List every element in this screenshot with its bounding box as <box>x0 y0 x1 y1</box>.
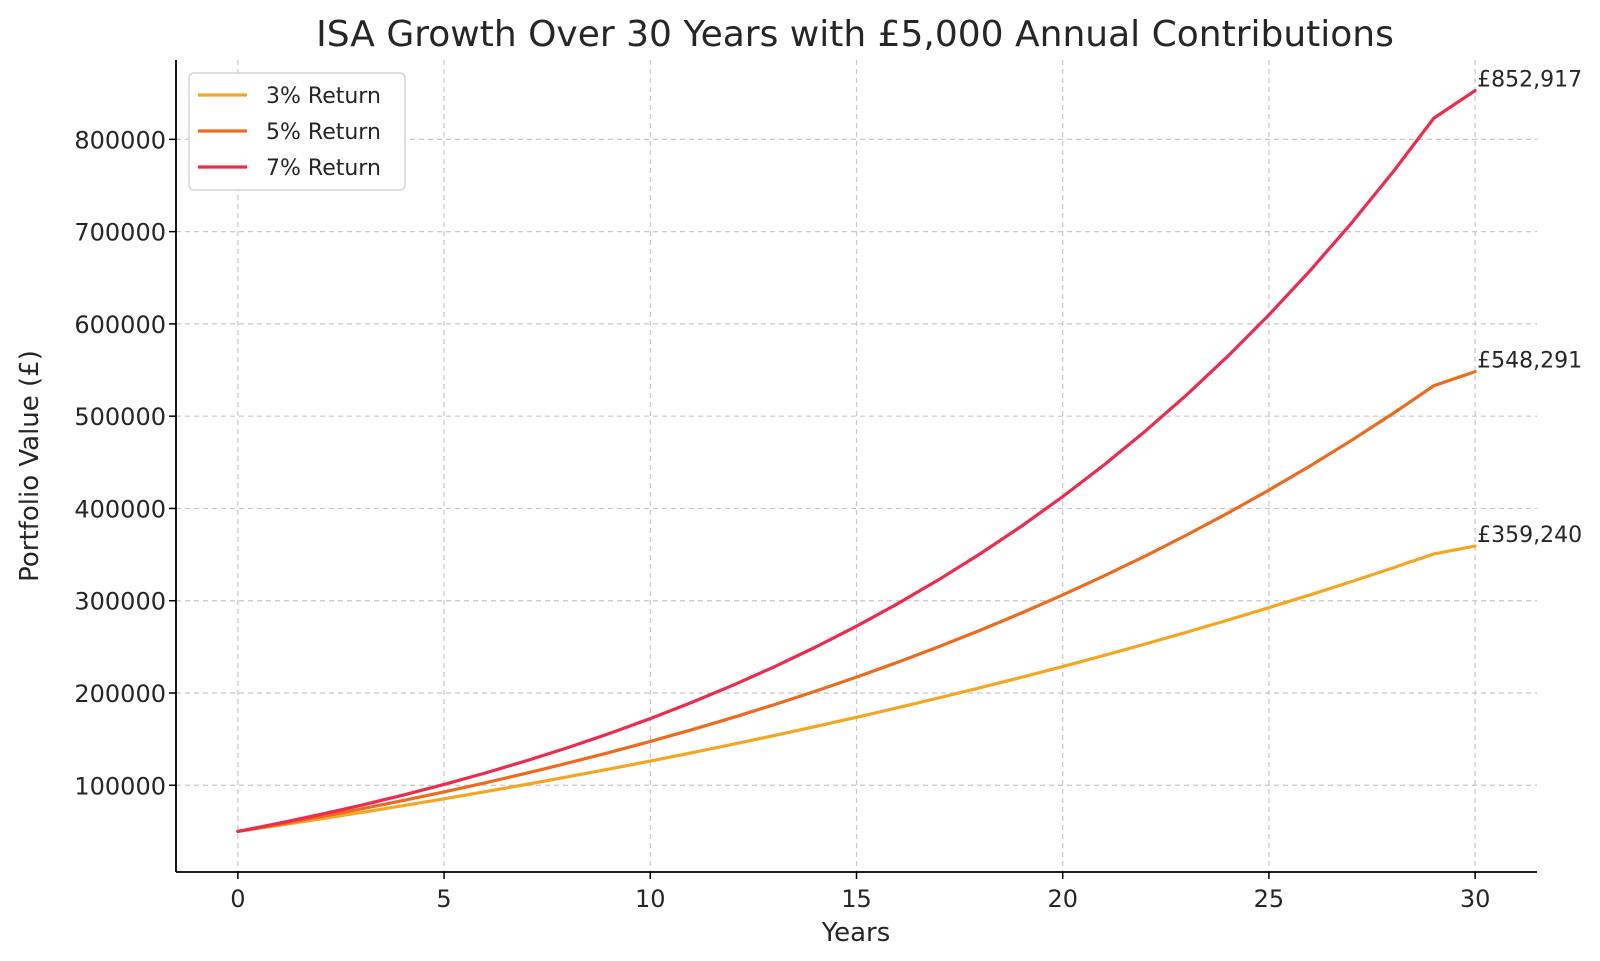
series-line-1 <box>236 544 1477 834</box>
end-value-label-1: £852,917 <box>1477 68 1582 93</box>
series-lines <box>236 88 1477 834</box>
series-line-2 <box>236 370 1477 834</box>
x-tick-label: 20 <box>1047 885 1078 913</box>
legend-label-2: 5% Return <box>266 120 381 145</box>
end-value-label-2: £548,291 <box>1477 349 1582 374</box>
y-tick-label: 100000 <box>74 772 166 800</box>
legend-box <box>188 72 406 191</box>
y-tick-label: 300000 <box>74 588 166 616</box>
x-tick-label: 10 <box>635 885 666 913</box>
legend-label-1: 3% Return <box>266 84 381 109</box>
y-tick-label: 800000 <box>74 126 166 154</box>
y-tick-label: 400000 <box>74 495 166 523</box>
series-line-3 <box>236 88 1477 834</box>
end-value-labels: £852,917 £548,291 £359,240 <box>1477 68 1582 549</box>
y-tick-label: 600000 <box>74 311 166 339</box>
y-tick-label: 200000 <box>74 680 166 708</box>
x-tick-label: 25 <box>1254 885 1285 913</box>
x-tick-label: 0 <box>230 885 245 913</box>
x-tick-label: 5 <box>436 885 451 913</box>
x-tick-label: 15 <box>841 885 872 913</box>
y-tick-label: 700000 <box>74 219 166 247</box>
y-tick-label: 500000 <box>74 403 166 431</box>
y-axis-label: Portfolio Value (£) <box>15 350 45 582</box>
x-tick-label: 30 <box>1460 885 1491 913</box>
x-axis-label: Years <box>821 918 891 948</box>
chart-title: ISA Growth Over 30 Years with £5,000 Ann… <box>316 14 1394 55</box>
legend: 3% Return 5% Return 7% Return <box>188 72 406 191</box>
tick-labels: 0 5 10 15 20 25 30 100000 200000 300000 400000 5000… <box>74 126 1490 913</box>
end-value-label-3: £359,240 <box>1477 523 1582 548</box>
legend-label-3: 7% Return <box>266 156 381 181</box>
